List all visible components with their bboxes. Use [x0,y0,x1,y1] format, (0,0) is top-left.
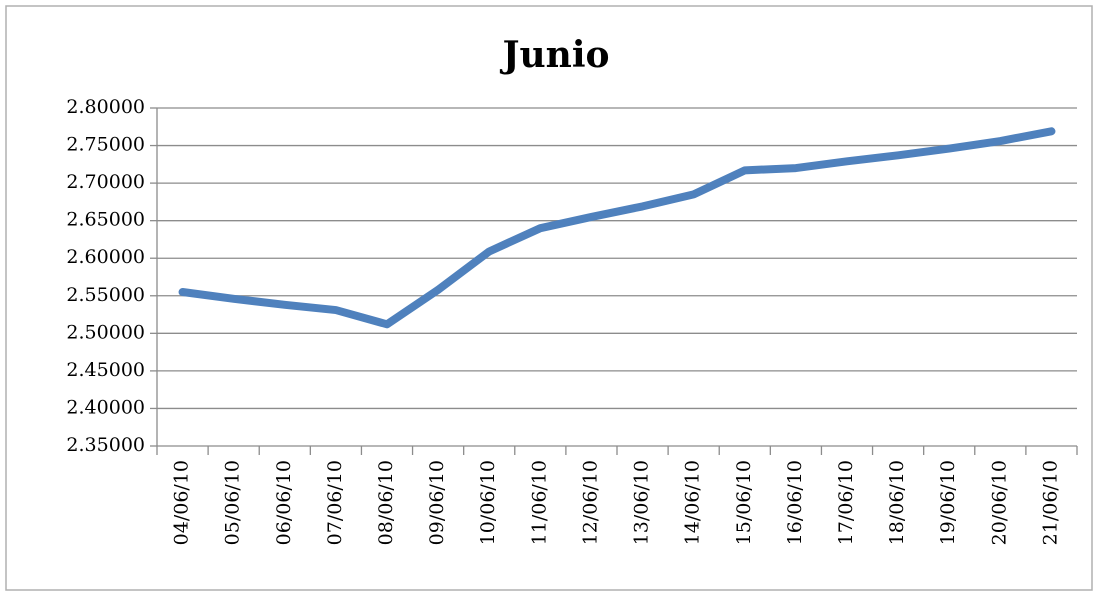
y-tick-label: 2.65000 [66,209,145,231]
x-tick-label: 18/06/10 [886,460,908,545]
y-tick-label: 2.45000 [66,359,145,381]
y-tick-label: 2.70000 [66,171,145,193]
x-tick-label: 08/06/10 [375,460,397,545]
x-tick-label: 16/06/10 [784,460,806,545]
x-tick-label: 15/06/10 [733,460,755,545]
x-tick-label: 21/06/10 [1039,460,1061,545]
y-tick-label: 2.40000 [66,396,145,418]
x-tick-label: 05/06/10 [222,460,244,545]
x-tick-label: 19/06/10 [937,460,959,545]
x-tick-label: 12/06/10 [579,460,601,545]
x-tick-label: 07/06/10 [324,460,346,545]
chart-frame [5,5,1093,591]
x-tick-label: 10/06/10 [477,460,499,545]
x-tick-label: 11/06/10 [528,460,550,545]
data-line [178,127,1056,329]
x-tick-label: 04/06/10 [171,460,193,545]
x-tick-label: 09/06/10 [426,460,448,545]
x-tick-label: 17/06/10 [835,460,857,545]
y-tick-label: 2.80000 [66,96,145,118]
x-tick-label: 06/06/10 [273,460,295,545]
chart-title: Junio [499,34,609,76]
x-tick-label: 20/06/10 [988,460,1010,545]
y-tick-label: 2.75000 [66,134,145,156]
x-tick-label: 14/06/10 [682,460,704,545]
y-tick-label: 2.60000 [66,246,145,268]
x-tick-label: 13/06/10 [631,460,653,545]
y-tick-label: 2.55000 [66,284,145,306]
y-tick-label: 2.50000 [66,321,145,343]
y-tick-label: 2.35000 [66,434,145,456]
